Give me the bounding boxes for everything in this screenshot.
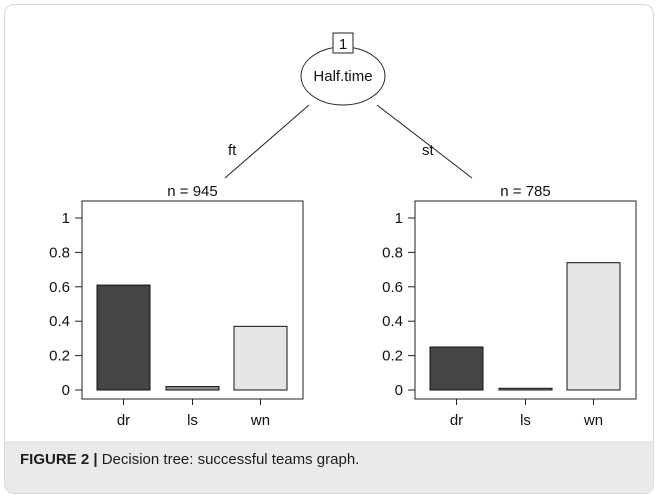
x-tick-label: ls (187, 412, 198, 429)
leaf-panel-st: n = 785 0 0.2 0.4 0.6 0.8 1 dr ls wn (382, 183, 637, 429)
y-tick-label: 0 (62, 382, 70, 399)
bar-dr (429, 346, 484, 391)
y-tick-label: 0 (395, 382, 403, 399)
y-tick-label: 0.6 (382, 279, 403, 296)
y-tick-label: 0.8 (382, 244, 403, 261)
caption-label: FIGURE 2 | (20, 451, 98, 468)
x-tick-label: wn (250, 412, 270, 429)
y-tick-label: 0.2 (382, 348, 403, 365)
y-tick-label: 0.6 (49, 279, 70, 296)
root-node-id-box (332, 32, 354, 54)
bar-ls (165, 386, 220, 391)
bar-dr (96, 284, 151, 391)
bar-wn (566, 262, 621, 391)
y-tick-label: 0.8 (49, 244, 70, 261)
decision-tree-chart: ft st Half.time 1 n = 945 0 0.2 0.4 0.6 0.8 1 d… (49, 32, 637, 429)
caption-text: Decision tree: successful teams graph. (97, 451, 360, 468)
edge-right (376, 104, 473, 179)
y-tick-label: 0.4 (382, 313, 403, 330)
leaf-panel-ft: n = 945 0 0.2 0.4 0.6 0.8 1 dr ls wn (49, 183, 304, 429)
bar-wn (233, 325, 288, 391)
y-tick-label: 0.2 (49, 348, 70, 365)
panel-n-label: n = 785 (500, 183, 550, 200)
edge-label-right: st (422, 142, 435, 159)
x-tick-label: dr (450, 412, 463, 429)
caption-bar (5, 441, 653, 493)
figure-frame (4, 4, 654, 494)
figure-caption: FIGURE 2 | Decision tree: successful tea… (20, 451, 359, 468)
x-tick-label: dr (117, 412, 130, 429)
x-tick-label: wn (583, 412, 603, 429)
y-tick-label: 1 (395, 210, 403, 227)
y-tick-label: 0.4 (49, 313, 70, 330)
edge-left (224, 104, 310, 179)
x-tick-label: ls (520, 412, 531, 429)
edge-label-left: ft (228, 142, 237, 159)
panel-n-label: n = 945 (167, 183, 217, 200)
root-node-label: Half.time (313, 68, 372, 85)
root-node-id: 1 (339, 36, 347, 53)
y-tick-label: 1 (62, 210, 70, 227)
bar-ls (498, 387, 553, 391)
